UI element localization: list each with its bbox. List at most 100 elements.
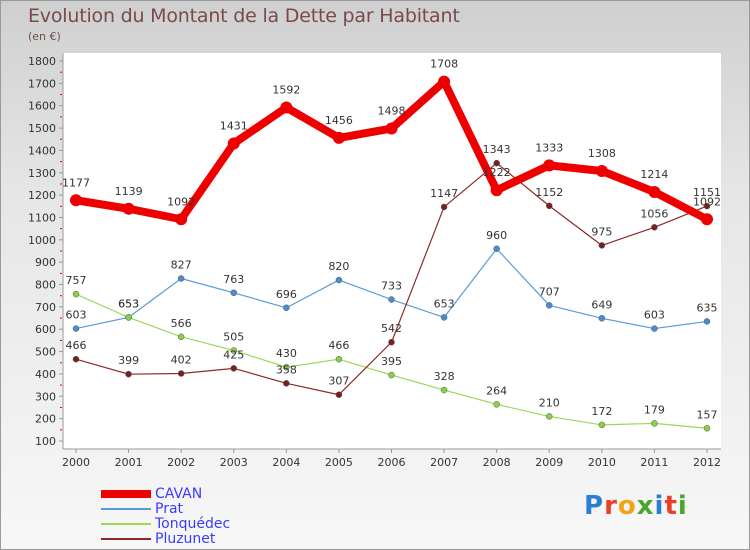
data-label: 179 — [644, 403, 665, 416]
data-label: 402 — [171, 353, 192, 366]
data-label: 1147 — [430, 187, 458, 200]
data-point — [388, 338, 395, 346]
data-point — [651, 224, 658, 231]
data-label: 707 — [539, 285, 560, 298]
data-label: 395 — [381, 355, 402, 368]
data-label: 1139 — [115, 185, 143, 198]
data-label: 1592 — [272, 83, 300, 96]
data-point — [177, 275, 185, 282]
data-point — [385, 122, 398, 135]
data-point — [595, 164, 608, 177]
data-label: 820 — [328, 260, 349, 273]
data-point — [230, 289, 237, 297]
x-tick-label: 2009 — [535, 456, 563, 469]
data-label: 264 — [486, 384, 507, 397]
data-label: 1092 — [693, 195, 721, 208]
data-label: 757 — [66, 274, 87, 287]
data-point — [72, 355, 80, 363]
data-label: 466 — [328, 339, 349, 352]
legend-label-cavan: CAVAN — [155, 485, 203, 502]
y-tick-label: 600 — [35, 323, 56, 336]
data-label: 696 — [276, 288, 297, 301]
data-label: 653 — [118, 297, 139, 310]
data-point — [598, 315, 606, 322]
data-point — [703, 425, 711, 432]
data-label: 172 — [591, 405, 612, 418]
data-label: 1308 — [588, 147, 616, 160]
data-point — [546, 413, 553, 420]
data-point — [598, 421, 606, 429]
legend-item-tonquedec: Tonquédec — [101, 515, 231, 532]
data-point — [438, 75, 451, 88]
legend-swatch-pluzunet — [101, 537, 151, 540]
data-point — [440, 386, 448, 394]
legend-label-prat: Prat — [155, 500, 184, 517]
chart-title: Evolution du Montant de la Dette par Hab… — [28, 5, 460, 27]
data-point — [598, 242, 606, 249]
data-point — [335, 355, 343, 363]
y-tick-label: 900 — [35, 256, 56, 269]
data-point — [543, 159, 556, 172]
data-point — [283, 380, 290, 387]
x-tick-label: 2004 — [272, 456, 300, 469]
y-tick-label: 1800 — [28, 55, 56, 68]
data-point — [546, 302, 553, 309]
data-label: 827 — [171, 258, 192, 271]
data-point — [72, 290, 80, 298]
data-label: 635 — [697, 301, 718, 314]
data-point — [388, 371, 395, 379]
data-point — [493, 159, 500, 167]
data-label: 399 — [118, 354, 139, 367]
data-label: 1056 — [640, 207, 668, 220]
legend-item-prat: Prat — [101, 500, 184, 517]
legend-label-tonquedec: Tonquédec — [155, 515, 231, 532]
y-tick-label: 1000 — [28, 234, 56, 247]
data-label: 1456 — [325, 114, 353, 127]
data-label: 430 — [276, 347, 297, 360]
data-point — [125, 314, 132, 321]
y-tick-label: 800 — [35, 279, 56, 292]
logo-letter: i — [677, 491, 688, 521]
x-tick-label: 2012 — [693, 456, 721, 469]
data-label: 566 — [171, 317, 192, 330]
data-point — [701, 213, 713, 226]
x-tick-label: 2005 — [325, 456, 353, 469]
data-point — [177, 333, 185, 341]
data-point — [335, 276, 343, 284]
y-tick-label: 400 — [35, 368, 56, 381]
data-label: 505 — [223, 330, 244, 343]
data-point — [122, 202, 135, 215]
y-tick-label: 1700 — [28, 77, 56, 90]
data-label: 328 — [434, 370, 455, 383]
y-tick-label: 200 — [35, 413, 56, 426]
data-point — [335, 391, 343, 398]
data-point — [440, 203, 448, 211]
data-label: 1222 — [483, 166, 511, 179]
data-point — [651, 420, 658, 427]
legend-item-pluzunet: Pluzunet — [101, 530, 216, 547]
x-tick-label: 2002 — [167, 456, 195, 469]
data-label: 1151 — [693, 186, 721, 199]
legend-label-pluzunet: Pluzunet — [155, 530, 216, 547]
x-tick-label: 2001 — [115, 456, 143, 469]
y-tick-label: 1100 — [28, 211, 56, 224]
data-point — [283, 304, 290, 312]
data-label: 1431 — [220, 119, 248, 132]
data-label: 1092 — [167, 195, 195, 208]
data-label: 542 — [381, 322, 402, 335]
x-tick-label: 2010 — [588, 456, 616, 469]
x-tick-label: 2003 — [220, 456, 248, 469]
data-point — [648, 185, 661, 198]
y-tick-label: 700 — [35, 301, 56, 314]
data-label: 1177 — [62, 176, 90, 189]
data-point — [70, 194, 82, 207]
data-point — [703, 202, 711, 210]
data-point — [703, 318, 711, 325]
data-point — [388, 296, 395, 303]
data-label: 733 — [381, 280, 402, 293]
data-point — [72, 325, 80, 332]
legend-swatch-tonquedec — [101, 522, 151, 525]
data-label: 1498 — [378, 105, 406, 118]
